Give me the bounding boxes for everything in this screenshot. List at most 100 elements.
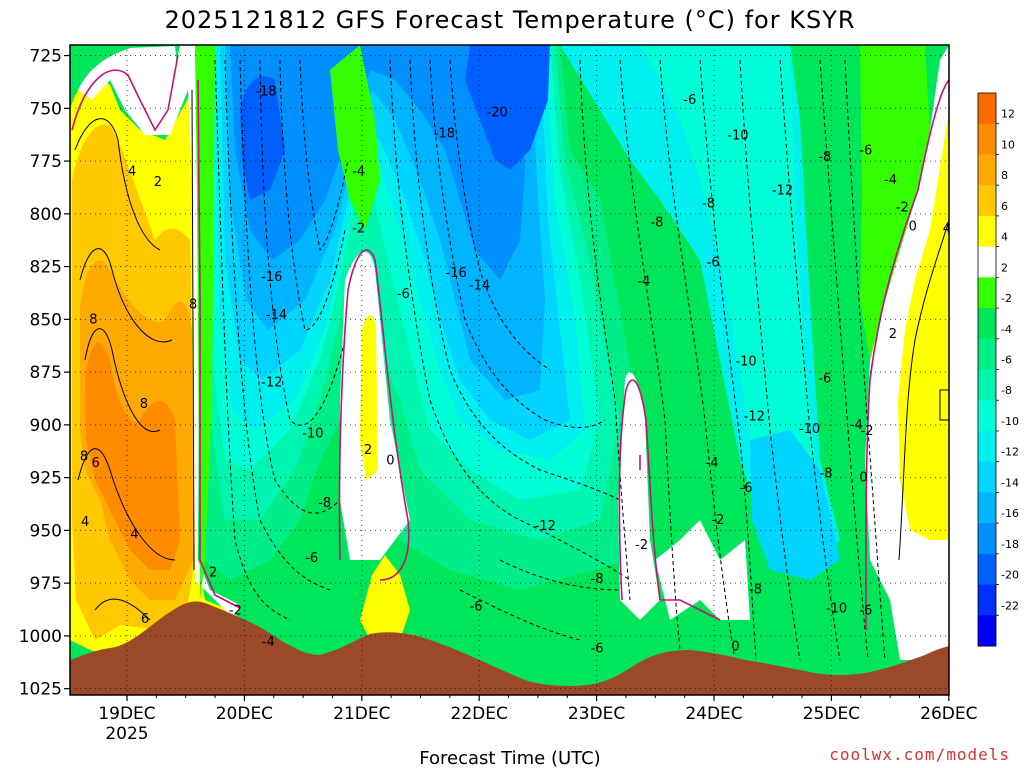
colorbar: 12 10 8 6 4 2 -2 -4 -6 -8 -10 -12 -14 -16 -18 -20 -22	[977, 92, 1019, 647]
contour-label: -2	[711, 513, 724, 528]
contour-label: -6	[818, 371, 831, 386]
contour-line	[579, 59, 631, 601]
contour-line	[279, 59, 346, 331]
contour-label: -16	[261, 270, 282, 285]
contour-line	[79, 248, 173, 343]
colorbar-swatch	[978, 523, 996, 555]
contour-label: 6	[141, 612, 149, 627]
contour-label: -2	[229, 604, 242, 619]
contour-label: -2	[896, 201, 909, 216]
freezing-line	[618, 379, 661, 601]
colorbar-swatch	[978, 400, 996, 432]
colorbar-swatch	[978, 215, 996, 248]
contour-line	[819, 59, 869, 661]
contour-label: -4	[884, 173, 897, 188]
contour-label: 0	[731, 639, 739, 654]
contour-label: -12	[535, 519, 556, 534]
contour-line	[429, 59, 606, 428]
contour-label: -2	[861, 424, 874, 439]
y-tick-label: 1000	[19, 627, 62, 647]
contour-label: -2	[635, 538, 648, 553]
contour-label: -14	[469, 279, 490, 294]
colorbar-label: -6	[1001, 354, 1012, 367]
hottest-region	[85, 342, 180, 570]
contour-label: 4	[943, 222, 951, 237]
contour-label: 6	[92, 456, 100, 471]
contour-lines	[214, 59, 886, 661]
contour-label: 8	[140, 397, 148, 412]
contour-label: -8	[749, 582, 762, 597]
contour-label: -4	[262, 635, 275, 650]
colorbar-swatch	[978, 492, 996, 524]
contour-label: -12	[744, 409, 765, 424]
contour-line	[499, 559, 621, 591]
colorbar-label: -20	[1001, 569, 1019, 582]
contour-label: -2	[352, 222, 365, 237]
contour-label: -10	[727, 129, 748, 144]
colorbar-swatch	[978, 461, 996, 493]
freezing-line	[660, 599, 721, 621]
contour-line	[898, 219, 949, 561]
contour-line	[224, 59, 331, 591]
contour-label: -10	[302, 426, 323, 441]
warm-contours	[74, 89, 949, 621]
credit-link[interactable]: coolwx.com/models	[829, 745, 1010, 764]
colorbar-label: -14	[1001, 476, 1019, 489]
contour-line	[94, 598, 151, 621]
colorbar-label: 4	[1001, 231, 1008, 244]
colorbar-swatch	[978, 185, 996, 217]
y-tick-label: 950	[30, 521, 62, 541]
contour-label: -6	[707, 255, 720, 270]
contour-label: -10	[826, 601, 847, 616]
contour-line	[299, 59, 349, 252]
near-zero-band-left	[110, 45, 240, 620]
colorbar-label: 6	[1001, 200, 1008, 213]
contour-label: -6	[470, 599, 483, 614]
cold-18-region	[230, 45, 525, 280]
freezing-line	[865, 79, 949, 631]
contour-label: -10	[735, 355, 756, 370]
near-zero-band-top-left	[78, 46, 178, 125]
y-tick-label: 850	[30, 310, 62, 330]
contour-label: -8	[591, 572, 604, 587]
y-tick-label: 1025	[19, 680, 62, 700]
contour-label: -14	[266, 308, 287, 323]
contour-label: -18	[434, 127, 455, 142]
contour-label: -4	[850, 418, 863, 433]
contour-line	[84, 328, 161, 433]
contour-label: 0	[909, 219, 917, 234]
colorbar-label: -10	[1001, 415, 1019, 428]
contour-label: -4	[352, 165, 365, 180]
contour-label: -16	[446, 266, 467, 281]
contour-label: 4	[130, 528, 138, 543]
cold-20-region	[465, 45, 550, 170]
y-tick-label: 900	[30, 416, 62, 436]
right-cold-b-region	[640, 45, 815, 520]
x-tick-label: 25DEC	[803, 704, 860, 724]
contour-line	[449, 59, 551, 371]
colorbar-swatch	[978, 615, 996, 647]
contour-label: -8	[819, 466, 832, 481]
x-tick-label: 22DEC	[451, 704, 508, 724]
contour-line	[779, 59, 841, 661]
contour-label: -20	[487, 106, 508, 121]
chart-title: 2025121812 GFS Forecast Temperature (°C)…	[164, 6, 855, 34]
colorbar-swatch	[978, 93, 996, 125]
contour-label: -12	[261, 376, 282, 391]
contour-label: 8	[189, 298, 197, 313]
contour-label: -6	[397, 287, 410, 302]
contour-label: -8	[318, 496, 331, 511]
colorbar-swatch	[978, 553, 996, 586]
y-tick-label: 800	[30, 205, 62, 225]
contour-line	[739, 59, 801, 661]
contour-line	[214, 59, 291, 621]
colorbar-swatch	[978, 430, 996, 463]
x-axis-title: Forecast Time (UTC)	[419, 748, 600, 768]
colorbar-label: -18	[1001, 538, 1019, 551]
right-warm-region	[898, 110, 949, 540]
contour-label: -6	[859, 144, 872, 159]
x-tick-label: 21DEC	[333, 704, 390, 724]
x-tick-label: 26DEC	[920, 704, 977, 724]
